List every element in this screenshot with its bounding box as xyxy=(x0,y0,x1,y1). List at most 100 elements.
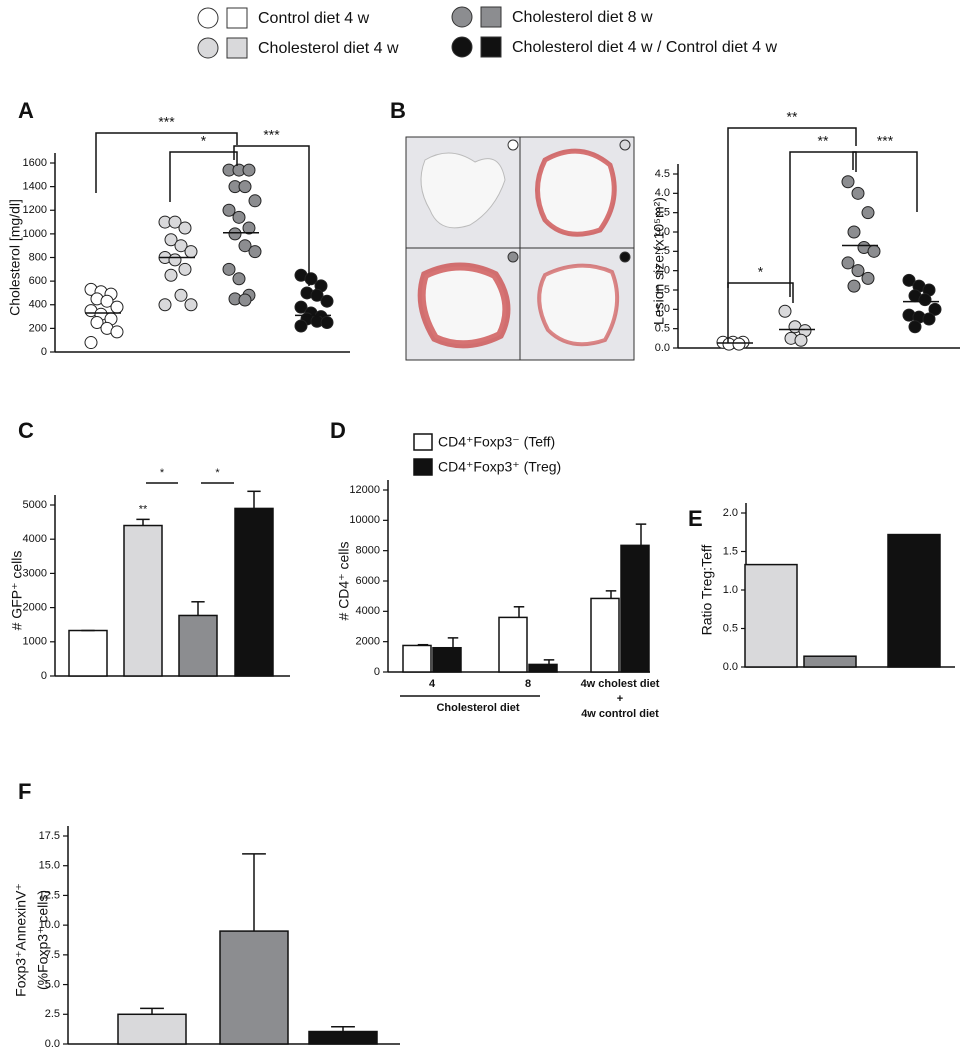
y-tick-label: 1000 xyxy=(23,228,47,240)
data-point xyxy=(242,163,256,177)
significance-bracket xyxy=(169,151,238,202)
data-point xyxy=(158,298,172,312)
y-tick-label: 2.5 xyxy=(655,245,670,257)
data-point xyxy=(294,300,308,314)
data-point xyxy=(232,210,246,224)
data-point xyxy=(174,239,188,253)
y-tick-label: 5.0 xyxy=(45,978,60,990)
data-point xyxy=(222,262,236,276)
data-point xyxy=(222,203,236,217)
panel-letter: B xyxy=(390,98,406,123)
vessel xyxy=(537,263,620,347)
data-point xyxy=(902,273,916,287)
legend-label: Control diet 4 w xyxy=(258,10,370,27)
vessel xyxy=(535,148,617,237)
data-point xyxy=(794,333,808,347)
data-point xyxy=(778,304,792,318)
y-tick-label: 2.5 xyxy=(45,1008,60,1020)
data-point xyxy=(228,227,242,241)
data-point xyxy=(110,325,124,339)
micrograph xyxy=(405,136,635,361)
y-tick-label: 8000 xyxy=(356,545,380,557)
data-point xyxy=(84,336,98,350)
data-point xyxy=(320,294,334,308)
data-point xyxy=(867,244,881,258)
significance: * xyxy=(201,133,207,149)
significance: *** xyxy=(158,114,175,130)
y-tick-label: 2000 xyxy=(356,636,380,648)
y-tick-label: 1.5 xyxy=(723,545,738,557)
y-tick-label: 0 xyxy=(374,666,380,678)
data-point xyxy=(184,298,198,312)
group-indicator xyxy=(619,251,631,263)
data-point xyxy=(310,288,324,302)
legend-label: Cholesterol diet 8 w xyxy=(512,9,653,26)
x-tick-label: 4w control diet xyxy=(581,708,659,720)
significance-bracket xyxy=(233,145,310,286)
data-point xyxy=(90,315,104,329)
y-axis-label: (%Foxp3⁺ cells) xyxy=(35,890,51,990)
legend-square xyxy=(226,7,248,29)
data-point xyxy=(320,315,334,329)
bar xyxy=(219,930,289,1045)
bar xyxy=(123,524,163,677)
significance: *** xyxy=(877,133,894,149)
bar xyxy=(528,663,558,673)
y-tick-label: 800 xyxy=(29,251,47,263)
panel-letter: C xyxy=(18,418,34,443)
y-tick-label: 5000 xyxy=(23,499,47,511)
data-point xyxy=(847,279,861,293)
data-point xyxy=(168,253,182,267)
significance-bracket xyxy=(727,282,794,343)
significance-bracket xyxy=(95,132,238,193)
y-axis-label: Ratio Treg:Teff xyxy=(699,545,715,636)
significance-bracket xyxy=(852,151,918,212)
y-tick-label: 4.5 xyxy=(655,168,670,180)
data-point xyxy=(908,320,922,334)
y-tick-label: 12000 xyxy=(349,484,380,496)
data-point xyxy=(841,175,855,189)
bar xyxy=(590,597,620,673)
bar xyxy=(178,614,218,677)
data-point xyxy=(110,300,124,314)
y-tick-label: 2000 xyxy=(23,602,47,614)
data-point xyxy=(238,293,252,307)
y-tick-label: 3.0 xyxy=(655,226,670,238)
y-axis-label: # CD4⁺ cells xyxy=(336,542,352,621)
legend-circle xyxy=(451,36,473,58)
legend-circle xyxy=(197,37,219,59)
data-point xyxy=(847,225,861,239)
panel-letter: D xyxy=(330,418,346,443)
data-point xyxy=(184,245,198,259)
y-axis-label: # GFP⁺ cells xyxy=(9,551,25,631)
significance: *** xyxy=(263,127,280,143)
bar xyxy=(308,1030,378,1045)
data-point xyxy=(922,312,936,326)
legend-swatch xyxy=(413,458,433,476)
data-point xyxy=(928,302,942,316)
bar xyxy=(887,533,941,668)
bar xyxy=(402,644,432,673)
data-point xyxy=(294,319,308,333)
legend-label: CD4⁺Foxp3⁺ (Treg) xyxy=(438,459,561,475)
y-tick-label: 6000 xyxy=(356,575,380,587)
data-point xyxy=(851,264,865,278)
significance-bracket xyxy=(789,151,857,297)
data-point xyxy=(100,294,114,308)
y-tick-label: 17.5 xyxy=(39,830,60,842)
data-point xyxy=(174,288,188,302)
legend-label: CD4⁺Foxp3⁻ (Teff) xyxy=(438,434,555,450)
y-tick-label: 10000 xyxy=(349,514,380,526)
significance-bracket xyxy=(727,127,857,288)
significance: ** xyxy=(787,109,798,125)
y-tick-label: 1200 xyxy=(23,204,47,216)
data-point xyxy=(248,245,262,259)
y-tick-label: 200 xyxy=(29,322,47,334)
y-tick-label: 3000 xyxy=(23,567,47,579)
bar xyxy=(620,544,650,673)
bar xyxy=(803,655,857,668)
bar xyxy=(744,563,798,668)
bar xyxy=(498,616,528,673)
panel-letter: E xyxy=(688,506,703,531)
